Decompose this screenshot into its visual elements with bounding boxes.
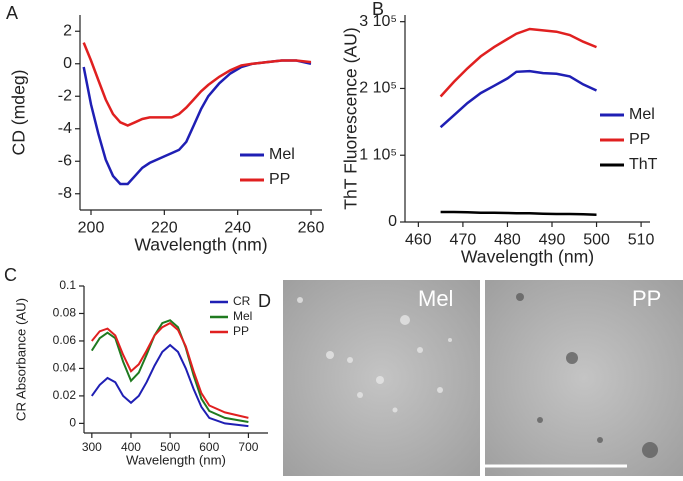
- y-tick-label: 3 10⁵: [359, 13, 397, 30]
- legend-label: PP: [629, 131, 650, 148]
- panel-label: C: [4, 265, 17, 285]
- data-line: [90, 343, 249, 428]
- y-axis-label: ThT Fluorescence (AU): [341, 27, 361, 210]
- data-line: [90, 319, 249, 423]
- y-tick-label: -2: [58, 87, 72, 104]
- legend-label: Mel: [629, 106, 655, 123]
- y-tick-label: 0: [63, 55, 72, 72]
- data-line: [91, 321, 249, 419]
- y-tick-label: 0.08: [53, 306, 77, 320]
- data-line: [439, 69, 598, 129]
- y-tick-label: 0.1: [59, 278, 76, 292]
- y-tick-label: 2 10⁵: [359, 80, 397, 97]
- x-tick-label: 600: [199, 440, 219, 454]
- y-axis-label: CR Absorbance (AU): [13, 298, 28, 421]
- x-tick-label: 480: [494, 232, 521, 249]
- panel-label: A: [6, 3, 18, 23]
- micrograph-label: PP: [632, 286, 661, 311]
- panel-label: D: [258, 291, 271, 311]
- legend-label: CR: [233, 294, 251, 308]
- x-tick-label: 220: [151, 220, 178, 237]
- y-tick-label: 2: [63, 22, 72, 39]
- data-line: [440, 210, 597, 216]
- panel-label: B: [372, 0, 384, 19]
- x-tick-label: 460: [405, 232, 432, 249]
- data-line: [82, 42, 312, 127]
- x-tick-label: 200: [78, 220, 105, 237]
- data-line: [82, 59, 312, 186]
- y-tick-label: 0: [388, 213, 397, 230]
- x-tick-label: 510: [628, 232, 655, 249]
- data-line: [439, 27, 597, 98]
- x-axis-label: Wavelength (nm): [134, 235, 267, 255]
- x-tick-label: 490: [539, 232, 566, 249]
- particles: [297, 297, 452, 413]
- y-axis-label: CD (mdeg): [9, 69, 29, 155]
- y-tick-label: -4: [58, 120, 72, 137]
- x-tick-label: 260: [298, 220, 325, 237]
- x-tick-label: 700: [238, 440, 258, 454]
- x-tick-label: 470: [450, 232, 477, 249]
- y-tick-label: 0: [69, 416, 76, 430]
- x-tick-label: 500: [583, 232, 610, 249]
- legend-label: PP: [233, 324, 249, 338]
- y-tick-label: -8: [58, 185, 72, 202]
- x-axis-label: Wavelength (nm): [461, 247, 594, 267]
- x-axis-label: Wavelength (nm): [126, 452, 226, 467]
- y-tick-label: 1 10⁵: [359, 146, 397, 163]
- y-tick-label: 0.04: [53, 361, 77, 375]
- x-tick-label: 300: [82, 440, 102, 454]
- y-tick-label: 0.06: [53, 333, 77, 347]
- y-tick-label: 0.02: [53, 388, 77, 402]
- particles: [516, 293, 658, 458]
- micrograph-panel: Mel PP: [283, 280, 683, 476]
- micrograph-label: Mel: [418, 286, 453, 311]
- x-tick-label: 400: [121, 440, 141, 454]
- legend-label: ThT: [629, 156, 658, 173]
- y-tick-label: -6: [58, 152, 72, 169]
- legend-label: Mel: [269, 146, 295, 163]
- legend-label: PP: [269, 171, 290, 188]
- x-tick-label: 500: [160, 440, 180, 454]
- legend-label: Mel: [233, 309, 252, 323]
- x-tick-label: 240: [224, 220, 251, 237]
